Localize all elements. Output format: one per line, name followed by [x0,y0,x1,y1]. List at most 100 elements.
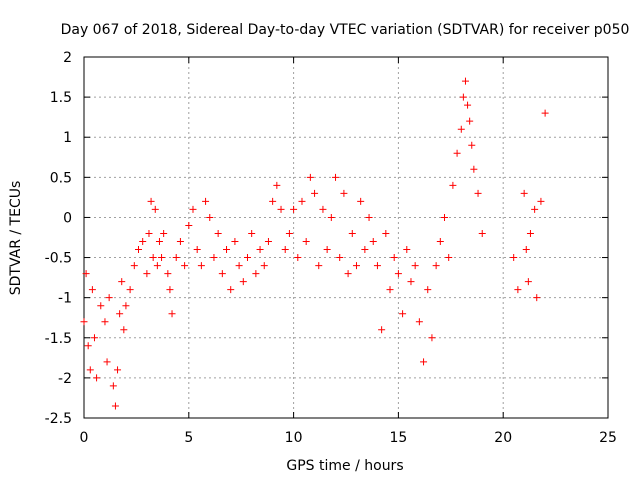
data-point [432,262,440,270]
data-point [231,238,239,246]
data-point [118,278,126,286]
data-point [181,262,189,270]
data-point [526,229,534,237]
data-point [428,334,436,342]
data-point [524,278,532,286]
y-tick-label: -1.5 [45,331,72,347]
data-point [82,270,90,278]
data-point [277,205,285,213]
y-tick-label: -2.5 [45,411,72,427]
data-point [510,254,518,262]
x-axis-label: GPS time / hours [286,458,403,474]
data-point [290,205,298,213]
data-point [158,254,166,262]
x-tick-label: 10 [285,430,303,446]
data-point [441,213,449,221]
data-point [176,238,184,246]
data-point [531,205,539,213]
data-point [134,246,142,254]
data-point [415,318,423,326]
data-point [109,382,117,390]
data-point [449,181,457,189]
data-point [227,286,235,294]
data-point [394,270,402,278]
data-point [197,262,205,270]
data-point [111,402,119,410]
x-tick-label: 5 [184,430,193,446]
data-point [105,294,113,302]
data-point [256,246,264,254]
data-point [214,229,222,237]
data-point [252,270,260,278]
data-point [386,286,394,294]
data-point [86,366,94,374]
data-point [302,238,310,246]
y-tick-label: 0.5 [50,170,72,186]
plot-frame [83,56,609,419]
data-point [239,278,247,286]
data-point [130,262,138,270]
data-point [403,246,411,254]
data-point [101,318,109,326]
data-point [294,254,302,262]
data-point [424,286,432,294]
data-point [319,205,327,213]
data-point [206,213,214,221]
data-point [139,238,147,246]
data-point [344,270,352,278]
data-point [160,229,168,237]
data-point [281,246,289,254]
data-point [88,286,96,294]
data-point [84,342,92,350]
data-point [457,125,465,133]
data-point [390,254,398,262]
data-point [315,262,323,270]
data-point [533,294,541,302]
data-point [168,310,176,318]
data-point [520,189,528,197]
data-point [269,197,277,205]
data-point [273,181,281,189]
x-tick-label: 0 [80,430,89,446]
x-tick-label: 15 [389,430,407,446]
data-point [311,189,319,197]
data-point [202,197,210,205]
data-point [407,278,415,286]
data-point [336,254,344,262]
data-point [218,270,226,278]
data-point [145,229,153,237]
data-point [348,229,356,237]
y-axis-label: SDTVAR / TECUs [8,181,24,296]
data-point [378,326,386,334]
data-point [514,286,522,294]
data-point [114,366,122,374]
data-point [478,229,486,237]
data-point [164,270,172,278]
y-tick-label: 0 [63,210,72,226]
data-point [332,173,340,181]
data-point [420,358,428,366]
data-point [468,141,476,149]
data-point [522,246,530,254]
data-point [399,310,407,318]
data-point [436,238,444,246]
x-tick-label: 20 [494,430,512,446]
x-tick-label: 25 [599,430,617,446]
data-point [382,229,390,237]
data-point [361,246,369,254]
data-point [411,262,419,270]
grid [84,57,608,418]
data-point [285,229,293,237]
data-point [153,262,161,270]
data-point [235,262,243,270]
data-point [461,77,469,85]
data-point [103,358,111,366]
data-point [306,173,314,181]
data-point [126,286,134,294]
data-point [90,334,98,342]
data-point [445,254,453,262]
data-point [120,326,128,334]
data-point [323,246,331,254]
data-point [223,246,231,254]
